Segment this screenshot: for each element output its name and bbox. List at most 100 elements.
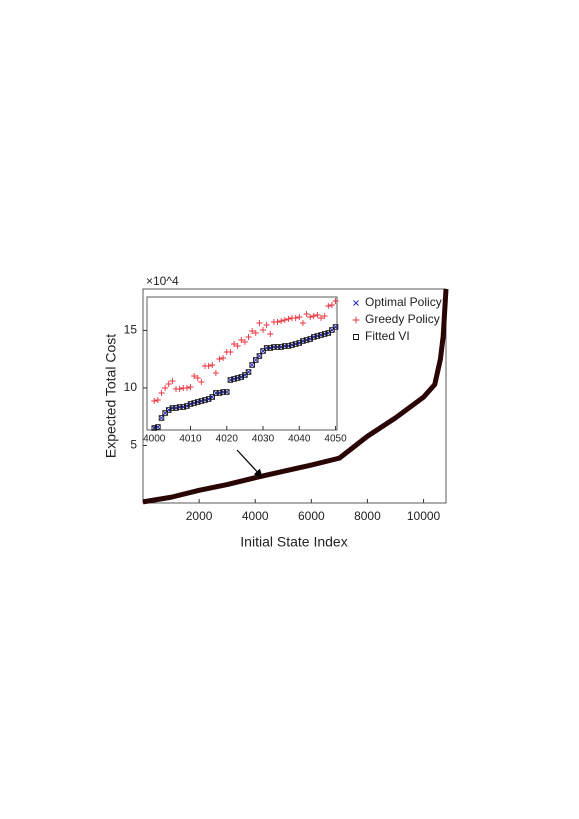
x-tick-label: 4030	[252, 434, 275, 445]
y-tick-label: 15	[124, 323, 138, 337]
marker-x	[249, 362, 255, 368]
marker-+	[318, 315, 325, 321]
marker-+	[249, 328, 256, 334]
marker-square	[245, 369, 252, 375]
marker-+	[307, 314, 314, 320]
marker-+	[227, 349, 234, 355]
marker-+	[296, 314, 303, 320]
legend-marker	[353, 334, 359, 340]
marker-+	[151, 398, 158, 404]
x-axis-label: Initial State Index	[240, 534, 347, 550]
marker-+	[216, 356, 223, 362]
inset-plot: 4000 4010 4020 4030 4040 4050	[143, 296, 347, 445]
marker-square	[303, 337, 310, 343]
legend-marker	[352, 316, 360, 324]
marker-+	[169, 378, 176, 384]
marker-+	[198, 379, 205, 385]
x-tick-label: 4020	[216, 434, 239, 445]
marker-+	[158, 390, 165, 396]
x-tick-label: 8000	[354, 509, 381, 523]
x-tick-label: 10000	[407, 509, 441, 523]
marker-square	[285, 343, 292, 349]
marker-square	[260, 348, 266, 354]
marker-square	[314, 333, 321, 339]
y-tick-label: 10	[124, 380, 138, 394]
marker-square	[325, 330, 332, 336]
marker-+	[325, 303, 332, 309]
x-tick-label: 4000	[242, 509, 269, 523]
marker-+	[241, 339, 248, 345]
marker-square	[256, 353, 263, 359]
x-tick-label: 4010	[179, 434, 202, 445]
marker-+	[165, 381, 172, 387]
legend-label: Optimal Policy	[365, 295, 442, 309]
marker-square	[238, 374, 245, 380]
y-exponent: ×10^4	[146, 274, 179, 288]
marker-square	[321, 331, 328, 337]
marker-square	[289, 342, 295, 348]
marker-+	[328, 302, 335, 308]
marker-square	[187, 401, 194, 407]
marker-square	[198, 398, 205, 404]
marker-square	[151, 425, 158, 431]
marker-square	[234, 375, 241, 381]
marker-+	[245, 334, 252, 340]
marker-+	[205, 363, 212, 369]
x-tick-label: 4050	[324, 434, 347, 445]
marker-square	[195, 399, 201, 405]
marker-x	[158, 415, 165, 421]
marker-square	[296, 340, 303, 346]
marker-square	[307, 336, 313, 342]
marker-+	[212, 370, 219, 376]
marker-square	[155, 424, 161, 430]
marker-+	[176, 386, 183, 392]
marker-+	[314, 312, 321, 318]
x-tick-label: 6000	[298, 509, 325, 523]
marker-square	[224, 389, 230, 395]
marker-+	[332, 298, 339, 304]
marker-square	[231, 376, 237, 382]
marker-+	[260, 327, 267, 333]
marker-+	[321, 313, 328, 319]
marker-square	[173, 405, 179, 411]
marker-+	[194, 375, 201, 381]
marker-+	[154, 397, 161, 403]
main-plot: 2000 4000 6000 8000 10000 5 10 15	[124, 288, 449, 523]
marker-square	[318, 332, 324, 338]
marker-+	[231, 341, 238, 347]
marker-square	[278, 344, 284, 350]
marker-square	[242, 372, 248, 378]
legend-label: Fitted VI	[365, 329, 410, 343]
marker-+	[209, 362, 216, 368]
marker-+	[252, 330, 259, 336]
marker-square	[191, 400, 197, 406]
arrow	[236, 449, 263, 478]
marker-square	[158, 415, 165, 421]
marker-+	[263, 322, 270, 328]
marker-square	[166, 407, 172, 413]
marker-+	[162, 385, 169, 391]
marker-square	[184, 403, 190, 409]
legend-marker	[353, 300, 359, 306]
marker-+	[183, 385, 190, 391]
y-axis-label: Expected Total Cost	[103, 334, 119, 458]
marker-+	[285, 316, 292, 322]
marker-square	[227, 377, 234, 383]
marker-square	[216, 390, 223, 396]
marker-+	[303, 311, 310, 317]
marker-+	[191, 373, 198, 379]
y-tick-label: 5	[130, 438, 137, 452]
x-tick-label: 4000	[143, 434, 166, 445]
marker-square	[329, 327, 335, 333]
marker-square	[300, 338, 306, 344]
marker-+	[310, 313, 317, 319]
marker-+	[278, 318, 285, 324]
marker-+	[220, 355, 227, 361]
marker-square	[332, 324, 339, 330]
marker-+	[238, 337, 245, 343]
marker-square	[162, 410, 168, 416]
marker-+	[281, 317, 288, 323]
marker-square	[311, 334, 317, 340]
x-tick-label: 4040	[288, 434, 311, 445]
